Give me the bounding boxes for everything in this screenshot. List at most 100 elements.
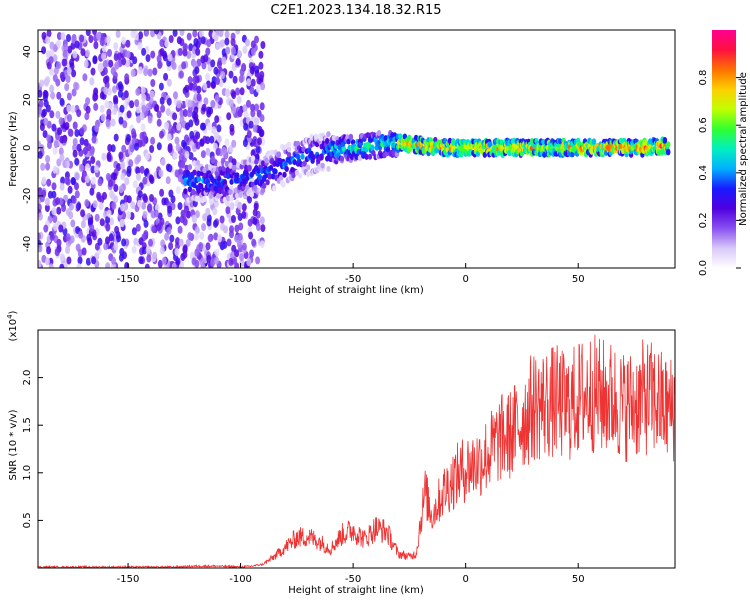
spectrogram-cell-1441 — [196, 188, 202, 195]
spectrogram-cell-549 — [66, 92, 72, 101]
spectrogram-cell-1374 — [228, 99, 234, 108]
spectrogram-cell-1312 — [134, 142, 139, 151]
spectrogram-cell-1065 — [144, 152, 150, 161]
spectrogram-cell-1346 — [136, 154, 142, 163]
spectrogram-cell-1237 — [219, 242, 225, 251]
spectrogram-cell-602 — [157, 61, 163, 69]
spectrogram-cell-746 — [111, 256, 116, 265]
spectrogram-cell-682 — [229, 123, 235, 132]
spectrogram-cell-1157 — [177, 174, 183, 183]
spectrogram-cell-1675 — [284, 166, 289, 172]
spectrogram-cell-1440 — [196, 170, 202, 177]
spectrogram-cell-1391 — [159, 96, 165, 105]
spectrogram-cell-1240 — [104, 100, 110, 109]
spectrogram-cell-939 — [135, 223, 141, 232]
spectrogram-cell-296 — [52, 54, 58, 63]
spectrogram-cell-793 — [252, 217, 258, 225]
spectrogram-cell-1382 — [159, 217, 165, 226]
spectrogram-cell-163 — [120, 172, 126, 181]
spectrogram-cell-760 — [136, 172, 141, 181]
spectrogram-cell-1159 — [149, 194, 154, 202]
spectrogram-cell-1564 — [242, 159, 248, 166]
snr-x-label: Height of straight line (km) — [288, 585, 424, 596]
spectrogram-cell-1287 — [178, 238, 184, 247]
spectrogram-y-tick-label-2: 0 — [22, 145, 33, 151]
spectrogram-cell-764 — [207, 234, 213, 243]
spectrogram-cell-1119 — [141, 47, 147, 56]
spectrogram-cell-1107 — [53, 66, 59, 75]
spectrogram-cell-914 — [251, 238, 257, 247]
spectrogram-cell-903 — [176, 36, 182, 45]
spectrogram-cell-1025 — [259, 216, 265, 225]
spectrogram-cell-1388 — [202, 135, 208, 144]
spectrogram-cell-1539 — [233, 187, 239, 194]
spectrogram-cell-1111 — [229, 202, 235, 210]
spectrogram-cell-1068 — [130, 201, 136, 210]
spectrogram-cell-2070 — [433, 136, 438, 143]
spectrogram-cell-1203 — [96, 32, 102, 40]
spectrogram-cell-1217 — [182, 43, 188, 52]
spectrogram-cell-2533 — [606, 145, 611, 152]
spectrogram-cell-835 — [56, 91, 62, 100]
spectrogram-cell-1331 — [96, 191, 102, 200]
spectrogram-cell-912 — [62, 58, 68, 67]
spectrogram-cell-1103 — [141, 131, 147, 140]
spectrogram-cell-881 — [143, 68, 149, 77]
spectrogram-cell-949 — [174, 248, 180, 257]
spectrogram-cell-683 — [41, 31, 47, 40]
spectrogram-cell-1611 — [260, 160, 266, 167]
spectrogram-cell-1134 — [196, 93, 202, 102]
spectrogram-cell-653 — [213, 66, 219, 75]
spectrogram-cell-279 — [45, 155, 51, 163]
snr-y-tick-label-3: 2.0 — [22, 370, 33, 386]
spectrogram-cell-2228 — [492, 143, 498, 150]
spectrogram-cell-281 — [109, 217, 114, 226]
snr-x-tick-label-0: -150 — [117, 574, 140, 585]
spectrogram-cell-580 — [93, 102, 99, 111]
spectrogram-cell-1485 — [213, 185, 218, 192]
spectrogram-cell-1001 — [188, 43, 194, 52]
spectrogram-cell-1385 — [194, 248, 200, 257]
colorbar: 0.0 0.2 0.4 0.6 0.8 Normalized spectral ampl… — [698, 30, 749, 276]
spectrogram-cell-875 — [231, 215, 236, 223]
spectrogram-cell-854 — [255, 84, 261, 93]
spectrogram-cell-880 — [241, 242, 247, 251]
spectrogram-cell-1921 — [376, 130, 382, 136]
spectrogram-cell-1308 — [38, 150, 43, 159]
spectrogram-cell-1944 — [385, 146, 391, 153]
spectrogram-cell-1313 — [195, 47, 201, 56]
spectrogram-cell-780 — [38, 89, 43, 98]
spectrogram-cell-1076 — [43, 117, 49, 126]
snr-y-tick-label-1: 1.0 — [22, 465, 33, 481]
spectrogram-cell-1160 — [154, 30, 160, 35]
spectrogram-cell-554 — [59, 263, 65, 268]
spectrogram-cell-535 — [182, 109, 188, 117]
spectrogram-cell-379 — [107, 49, 112, 57]
spectrogram-cell-510 — [71, 88, 77, 97]
spectrogram-cell-1371 — [71, 195, 77, 204]
spectrogram-cell-1023 — [39, 79, 45, 88]
snr-x-ticks: -150 -100 -50 0 50 — [117, 563, 585, 585]
spectrogram-cell-1334 — [250, 149, 256, 158]
spectrogram-cell-1164 — [85, 30, 91, 37]
spectrogram-cell-1018 — [45, 198, 50, 206]
spectrogram-cell-454 — [260, 224, 266, 233]
spectrogram-cell-1222 — [85, 105, 91, 114]
spectrogram-cell-420 — [77, 256, 83, 265]
spectrogram-cell-1102 — [154, 104, 160, 113]
spectrogram-cell-1355 — [242, 45, 248, 54]
spectrogram-cell-1210 — [141, 93, 147, 102]
spectrogram-cell-555 — [224, 138, 230, 147]
spectrogram-cell-868 — [141, 104, 147, 113]
spectrogram-cell-1281 — [60, 32, 66, 41]
spectrogram-cell-1319 — [210, 258, 215, 267]
spectrogram-cell-195 — [258, 50, 264, 59]
spectrogram-cell-583 — [41, 176, 47, 185]
spectrogram-cell-748 — [138, 66, 143, 75]
spectrogram-cell-1219 — [254, 65, 260, 74]
spectrogram-cell-1365 — [94, 165, 99, 173]
spectrogram-cell-652 — [236, 95, 242, 104]
spectrogram-cell-1180 — [234, 249, 240, 258]
spectrogram-cell-1906 — [371, 150, 376, 156]
spectrogram-cell-1185 — [105, 236, 110, 245]
